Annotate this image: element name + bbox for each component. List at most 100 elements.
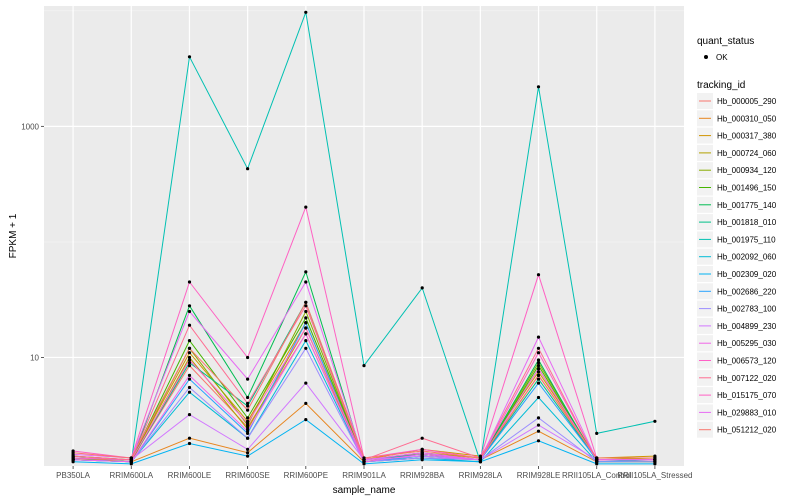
data-point (187, 346, 192, 350)
data-point (187, 355, 192, 360)
legend-label: Hb_006573_120 (717, 357, 777, 366)
data-point (246, 167, 250, 171)
data-point (304, 270, 308, 274)
data-point (187, 413, 192, 417)
data-point (304, 280, 308, 284)
data-point (187, 309, 192, 314)
legend-ok-label: OK (716, 53, 728, 62)
data-point (187, 377, 192, 381)
legend-label: Hb_004899_230 (717, 322, 777, 331)
data-point (246, 404, 250, 408)
legend-quant-status-title: quant_status (697, 36, 754, 47)
data-point (187, 55, 192, 59)
legend-label: Hb_000310_050 (717, 114, 777, 123)
data-point (304, 321, 308, 325)
data-point (304, 300, 308, 304)
data-point (304, 205, 308, 209)
legend-label: Hb_001975_110 (717, 235, 776, 244)
legend-label: Hb_002092_060 (717, 253, 777, 262)
legend-quant-status: quant_status OK (697, 36, 754, 62)
data-point (536, 367, 541, 371)
data-point (187, 390, 192, 394)
data-point (304, 401, 308, 405)
data-point (304, 304, 308, 308)
data-point (536, 335, 541, 339)
data-point (304, 316, 308, 320)
data-point (536, 370, 541, 374)
data-point (246, 436, 250, 440)
data-point (536, 395, 541, 400)
data-point (536, 273, 541, 277)
data-point (536, 364, 541, 368)
data-point (536, 429, 541, 433)
data-point (246, 355, 250, 360)
data-point (653, 456, 657, 460)
data-point (420, 449, 424, 453)
legend-label: Hb_051212_020 (717, 426, 777, 435)
data-point (246, 451, 250, 455)
legend-label: Hb_007122_020 (717, 374, 777, 383)
x-tick-label: RRIM600LE (168, 471, 212, 480)
legend-label: Hb_002686_220 (717, 287, 777, 296)
data-point (536, 351, 541, 355)
data-point (187, 323, 192, 327)
data-point (536, 361, 541, 365)
data-point (246, 454, 250, 458)
x-tick-label: PB350LA (56, 471, 90, 480)
data-point (420, 286, 424, 290)
x-axis: PB350LA RRIM600LA RRIM600LE RRIM600SE RRIM60… (56, 466, 692, 480)
data-point (595, 456, 599, 460)
data-point (187, 361, 192, 365)
legend-label: Hb_002783_100 (717, 305, 777, 314)
data-point (246, 401, 250, 405)
legend-label: Hb_001496_150 (717, 184, 777, 193)
data-point (246, 431, 250, 435)
data-point (71, 451, 75, 455)
data-point (536, 346, 541, 350)
x-tick-label: RRIM928LA (459, 471, 503, 480)
x-tick-label: RRIM928LE (517, 471, 561, 480)
x-tick-label: RRII105LA_Stressed (617, 471, 692, 480)
legend-label: Hb_000724_060 (717, 149, 777, 158)
x-tick-label: RRIM600PE (284, 471, 328, 480)
data-point (304, 418, 308, 422)
data-point (246, 447, 250, 451)
data-point (187, 385, 192, 390)
x-tick-label: RRIM600LA (109, 471, 153, 480)
legend-entries: Hb_000005_290 Hb_000310_050 Hb_000317_380 H… (697, 93, 777, 438)
y-tick-label: 10 (30, 353, 39, 362)
data-point (536, 381, 541, 385)
data-point (536, 85, 541, 89)
y-axis-title: FPKM + 1 (8, 213, 19, 258)
data-point (536, 377, 541, 381)
data-point (536, 416, 541, 420)
legend-tracking-id-title: tracking_id (697, 80, 745, 91)
data-point (187, 364, 192, 368)
x-axis-title: sample_name (333, 485, 396, 496)
data-point (653, 419, 657, 423)
data-point (187, 441, 192, 446)
data-point (187, 373, 192, 377)
legend-tracking-id: tracking_id Hb_000005_290Hb_000310_050Hb… (697, 80, 777, 438)
legend-label: Hb_001775_140 (717, 201, 777, 210)
legend-label: Hb_000317_380 (717, 132, 777, 141)
legend-label: Hb_000005_290 (717, 97, 777, 106)
x-tick-label: RRIM901LA (342, 471, 386, 480)
legend-label: Hb_015175_070 (717, 391, 777, 400)
data-point (304, 346, 308, 350)
data-point (187, 280, 192, 284)
legend-label: Hb_005295_030 (717, 339, 777, 348)
data-point (478, 456, 482, 460)
data-point (304, 10, 308, 14)
data-point (362, 364, 366, 368)
x-tick-label: RRIM928BA (400, 471, 445, 480)
data-point (187, 358, 192, 362)
data-point (595, 431, 599, 435)
legend-label: Hb_001818_010 (717, 218, 777, 227)
data-point (536, 358, 541, 362)
data-point (246, 429, 250, 433)
data-point (304, 339, 308, 343)
data-point (304, 332, 308, 336)
y-axis: 10 1000 (21, 122, 44, 362)
